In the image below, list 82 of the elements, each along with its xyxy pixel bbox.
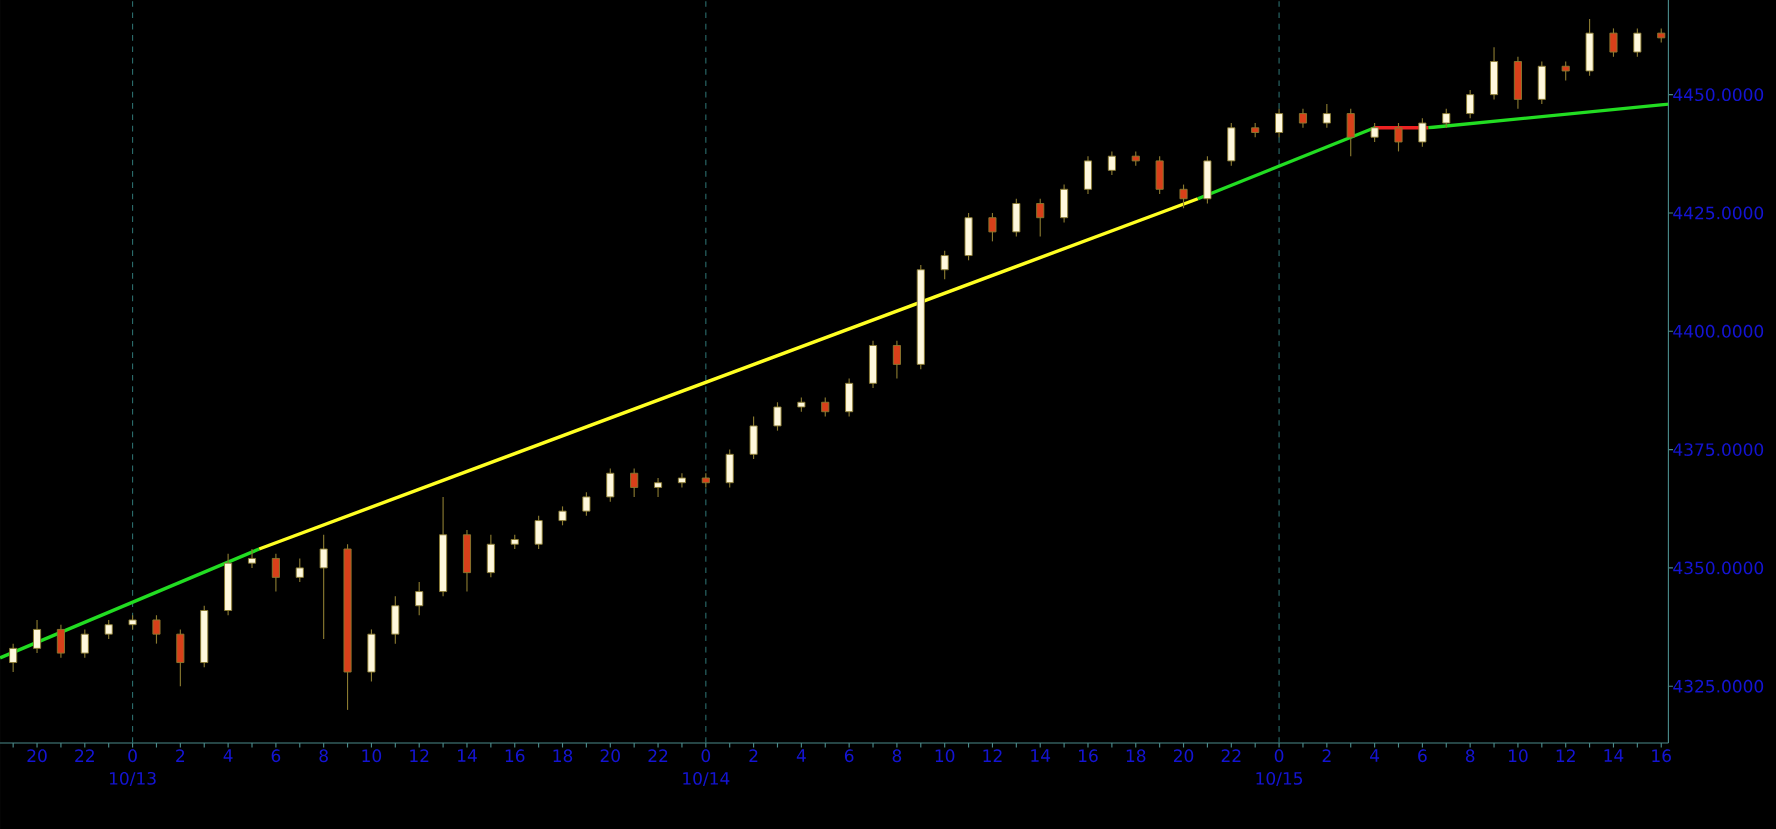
x-tick-label: 10 — [1508, 749, 1528, 763]
x-tick-label: 6 — [271, 749, 281, 763]
candlestick — [271, 553, 280, 593]
candlestick — [1370, 122, 1379, 143]
candlestick — [1275, 108, 1284, 138]
candlestick — [1466, 89, 1475, 119]
x-tick-label: 22 — [648, 749, 668, 762]
y-tick-label: 4325.0000 — [1673, 679, 1764, 693]
x-tick-label: 20 — [27, 749, 47, 763]
x2-tick-label: 10/14 — [683, 771, 730, 787]
x-tick-label: 20 — [600, 749, 620, 763]
x-tick-label: 0 — [1274, 749, 1284, 763]
x-tick-label: 14 — [1031, 749, 1051, 762]
candlestick — [654, 477, 663, 498]
candlestick — [606, 467, 615, 503]
candlestick — [1609, 27, 1618, 58]
candlestick — [319, 534, 328, 640]
x-tick-label: 18 — [1126, 749, 1146, 763]
x-tick-label: 12 — [410, 749, 429, 762]
candlestick — [630, 467, 639, 498]
x-tick-label: 2 — [176, 749, 185, 762]
x-tick-label: 14 — [1604, 749, 1624, 762]
candlestick — [1179, 183, 1188, 209]
x-tick-label: 22 — [75, 749, 94, 762]
candlestick — [1036, 198, 1045, 238]
x-tick-label: 2 — [1322, 749, 1331, 762]
candlestick — [1298, 108, 1307, 129]
y-tick-label: 4450.0000 — [1673, 88, 1764, 102]
candlestick — [80, 628, 89, 659]
x-tick-label: 12 — [983, 749, 1002, 762]
candlestick — [1346, 108, 1355, 157]
x-tick-label: 8 — [892, 749, 902, 763]
x-tick-label: 18 — [553, 749, 573, 763]
y-tick-label: 4375.0000 — [1673, 443, 1764, 456]
candlestick — [56, 624, 65, 659]
x-tick-label: 8 — [1465, 749, 1475, 763]
x-tick-label: 4 — [1370, 749, 1380, 762]
x-tick-label: 0 — [128, 749, 137, 763]
candlestick — [1633, 27, 1642, 58]
x-tick-label: 4 — [223, 749, 233, 762]
candlestick — [1561, 60, 1570, 81]
candlestick — [295, 557, 304, 583]
y-tick-label: 4350.0000 — [1673, 561, 1764, 575]
candlestick — [677, 472, 686, 488]
x-tick-label: 20 — [1173, 749, 1194, 763]
candlestick — [33, 619, 42, 654]
candlestick — [558, 505, 567, 526]
y-tick-label: 4425.0000 — [1673, 206, 1764, 220]
candlestick — [988, 212, 997, 242]
candlestick — [1107, 150, 1116, 176]
x-tick-label: 12 — [1556, 749, 1575, 762]
x2-tick-label: 10/13 — [109, 771, 156, 787]
y-tick-label: 4400.0000 — [1673, 324, 1764, 338]
candlestick — [152, 614, 161, 645]
candlestick — [1394, 122, 1403, 152]
candlestick — [1442, 108, 1451, 129]
x-tick-label: 10 — [362, 749, 382, 763]
candlestick — [1418, 117, 1427, 148]
x-tick-label: 22 — [1221, 749, 1241, 762]
x-tick-label: 6 — [844, 749, 854, 763]
candlestick — [247, 548, 257, 569]
candlestick — [534, 515, 543, 550]
x-tick-label: 10 — [935, 749, 955, 763]
candlestick — [1322, 103, 1331, 129]
x-tick-label: 14 — [458, 749, 477, 762]
x-tick-label: 16 — [505, 749, 525, 763]
candlestick — [104, 619, 113, 640]
x-tick-label: 16 — [1652, 749, 1671, 763]
candlestick — [892, 340, 901, 380]
candlestick — [582, 491, 591, 517]
candlestick — [940, 250, 949, 280]
x-tick-label: 6 — [1418, 749, 1427, 763]
x2-tick-label: 10/15 — [1256, 771, 1303, 787]
x-tick-label: 16 — [1079, 749, 1098, 763]
candlestick — [821, 396, 830, 417]
x-tick-label: 4 — [796, 749, 806, 762]
x-tick-label: 0 — [701, 749, 711, 763]
x-tick-label: 2 — [749, 749, 758, 762]
x-tick-label: 8 — [319, 749, 328, 763]
candlestick — [773, 401, 782, 432]
candlestick — [9, 643, 18, 673]
candlestick — [415, 581, 424, 616]
